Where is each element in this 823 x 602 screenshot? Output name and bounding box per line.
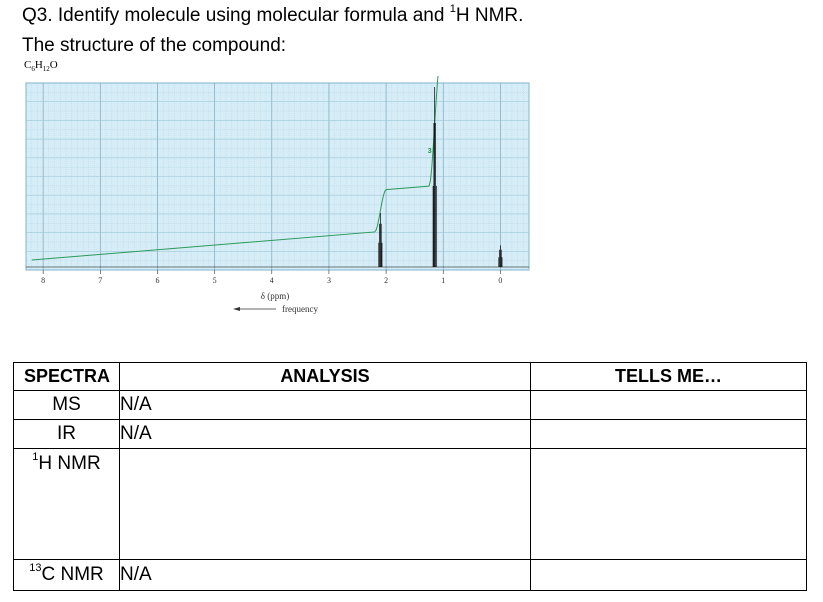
table-row: IR N/A xyxy=(13,419,807,449)
chart-integration-labels: 13 xyxy=(428,148,432,155)
integration-label: 3 xyxy=(428,148,432,155)
table-row: 1H NMR xyxy=(13,448,807,560)
row-label-text: C NMR xyxy=(41,564,104,585)
analysis-table: SPECTRA ANALYSIS TELLS ME… MS N/A IR N/A… xyxy=(13,362,807,591)
h-nmr-analysis-cell[interactable] xyxy=(119,448,531,560)
formula-hydrogen-count: 12 xyxy=(42,65,50,74)
question-title: Q3. Identify molecule using molecular fo… xyxy=(22,2,524,28)
chart-integral-curve xyxy=(31,76,439,261)
header-analysis: ANALYSIS xyxy=(119,362,531,391)
x-tick-label: 5 xyxy=(213,276,217,285)
formula-carbon-count: 6 xyxy=(31,65,35,74)
row-label-ms: MS xyxy=(13,390,120,420)
x-tick-label: 6 xyxy=(155,276,159,285)
table-row: 13C NMR N/A xyxy=(13,559,807,591)
ms-analysis-cell[interactable]: N/A xyxy=(119,390,531,420)
formula-hydrogen: H xyxy=(34,59,43,71)
h-nmr-tells-cell[interactable] xyxy=(530,448,807,560)
question-number: Q3. xyxy=(22,5,53,26)
header-tells-me: TELLS ME… xyxy=(530,362,807,391)
row-label-h-nmr: 1H NMR xyxy=(13,448,120,560)
x-tick-label: 4 xyxy=(270,276,274,285)
nmr-label: H NMR. xyxy=(455,5,524,26)
row-label-text: IR xyxy=(57,423,76,444)
formula-carbon: C xyxy=(24,59,32,71)
row-label-ir: IR xyxy=(13,419,120,449)
x-tick-label: 3 xyxy=(327,276,331,285)
ms-tells-cell[interactable] xyxy=(530,390,807,420)
formula-oxygen: O xyxy=(49,59,58,71)
header-spectra: SPECTRA xyxy=(13,362,120,391)
row-label-superscript: 1 xyxy=(32,450,39,463)
row-label-superscript: 13 xyxy=(29,561,42,574)
direction-arrow-head xyxy=(233,307,240,311)
x-tick-label: 1 xyxy=(441,276,445,285)
molecular-formula: C6H12O xyxy=(24,59,58,75)
ir-tells-cell[interactable] xyxy=(530,419,807,449)
table-header-row: SPECTRA ANALYSIS TELLS ME… xyxy=(13,362,807,391)
question-subtitle: The structure of the compound: xyxy=(22,35,287,56)
row-label-c-nmr: 13C NMR xyxy=(13,559,120,591)
row-label-text: H NMR xyxy=(38,453,101,474)
question-text: Identify molecule using molecular formul… xyxy=(57,5,445,26)
x-tick-label: 0 xyxy=(498,276,502,285)
chart-direction-label: frequency xyxy=(282,304,318,314)
table-row: MS N/A xyxy=(13,390,807,420)
integral-trace xyxy=(31,76,439,261)
c-nmr-analysis-cell[interactable]: N/A xyxy=(119,559,531,591)
ir-analysis-cell[interactable]: N/A xyxy=(119,419,531,449)
x-tick-label: 2 xyxy=(384,276,388,285)
chart-x-ticks: 8 7 6 5 4 3 2 1 0 xyxy=(41,270,502,285)
nmr-spectrum-chart: 8 7 6 5 4 3 2 1 0 13 δ (ppm) frequency xyxy=(25,76,530,314)
nmr-superscript: 1 xyxy=(449,2,456,15)
chart-peaks xyxy=(26,87,529,268)
x-tick-label: 7 xyxy=(98,276,102,285)
c-nmr-tells-cell[interactable] xyxy=(530,559,807,591)
chart-grid xyxy=(26,83,530,270)
chart-x-axis-label: δ (ppm) xyxy=(261,291,290,301)
row-label-text: MS xyxy=(52,394,81,415)
x-tick-label: 8 xyxy=(41,276,45,285)
